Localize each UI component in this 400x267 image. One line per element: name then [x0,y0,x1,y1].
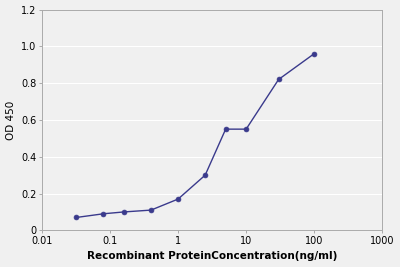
X-axis label: Recombinant ProteinConcentration(ng/ml): Recombinant ProteinConcentration(ng/ml) [87,252,337,261]
Y-axis label: OD 450: OD 450 [6,100,16,140]
